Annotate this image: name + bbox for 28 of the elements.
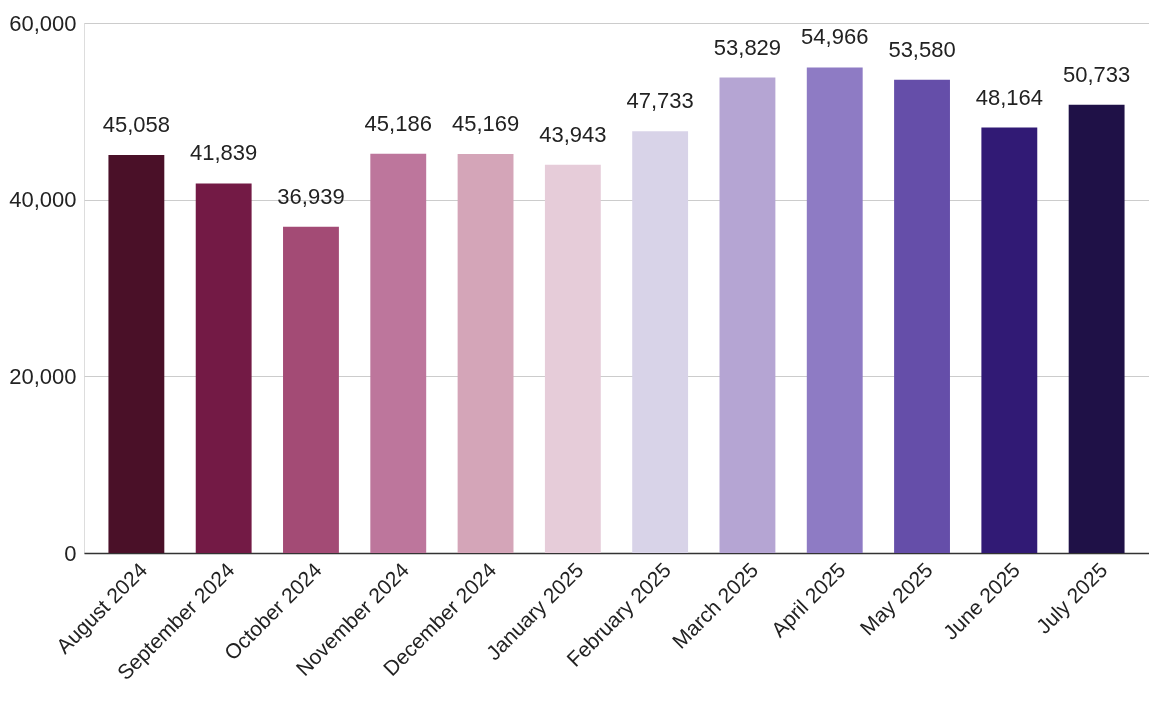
bar bbox=[108, 154, 165, 553]
data-label: 43,943 bbox=[539, 121, 607, 147]
data-label: 41,839 bbox=[190, 140, 258, 166]
bar bbox=[195, 183, 252, 553]
data-label: 53,580 bbox=[888, 36, 956, 62]
y-tick-label: 60,000 bbox=[9, 10, 77, 36]
data-label: 36,939 bbox=[277, 183, 345, 209]
bar bbox=[544, 164, 601, 553]
data-label: 48,164 bbox=[975, 84, 1043, 110]
bar bbox=[1068, 104, 1125, 553]
bar bbox=[981, 127, 1038, 553]
data-label: 53,829 bbox=[713, 34, 782, 60]
bar bbox=[894, 79, 950, 553]
data-label: 54,966 bbox=[801, 24, 869, 50]
bar bbox=[806, 67, 863, 553]
data-label: 50,733 bbox=[1062, 61, 1131, 87]
y-tick-label: 40,000 bbox=[9, 187, 77, 213]
bar bbox=[457, 154, 514, 553]
bar bbox=[719, 77, 776, 553]
bar bbox=[283, 226, 339, 553]
data-label: 45,058 bbox=[102, 111, 171, 137]
data-label: 47,733 bbox=[626, 88, 694, 114]
bar bbox=[632, 131, 689, 553]
data-label: 45,169 bbox=[451, 111, 520, 137]
data-label: 45,186 bbox=[364, 110, 432, 136]
y-tick-label: 20,000 bbox=[9, 363, 77, 389]
y-tick-label: 0 bbox=[64, 540, 77, 566]
bar bbox=[370, 153, 427, 553]
